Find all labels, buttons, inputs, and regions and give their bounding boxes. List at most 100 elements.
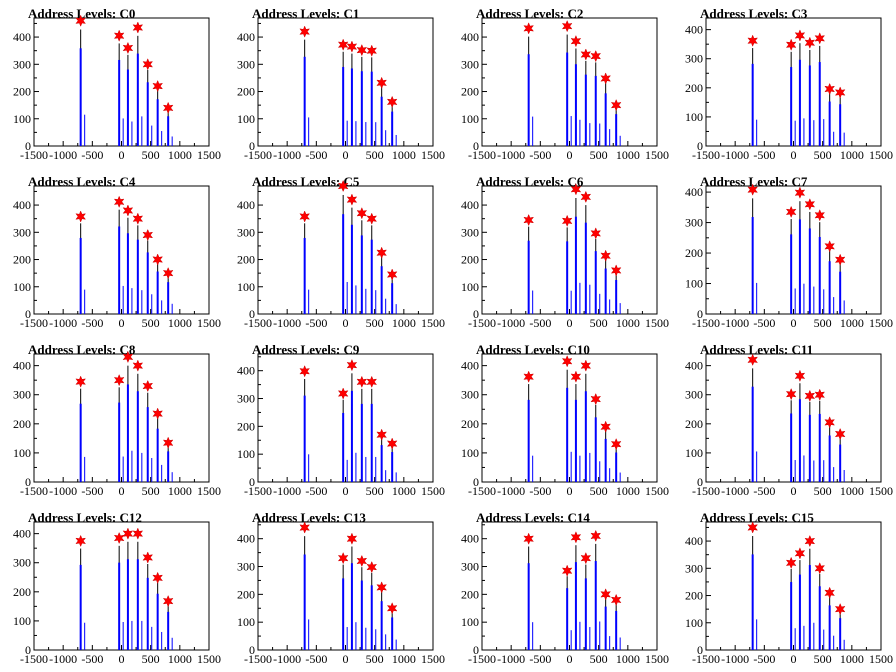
plot-frame [705, 185, 882, 315]
peak-marker [152, 571, 164, 585]
histogram-spike [615, 273, 621, 314]
x-tick-label: -1500 [468, 652, 496, 666]
peak-marker [376, 428, 388, 441]
x-tick-label: -1500 [244, 148, 272, 162]
histogram-spike [808, 548, 815, 650]
x-tick-label: -1000 [497, 652, 525, 666]
spike-fill [136, 391, 139, 482]
y-tick-label: 400 [461, 30, 479, 44]
histogram-plot: 0 100 200 300 400 -1500 -1000 -500 0 500 1000 1500 [237, 353, 445, 498]
histogram-plot: 0 100 200 300 400 -1500 -1000 -500 0 500 1000 1500 [237, 521, 445, 666]
y-tick-label: 200 [685, 81, 703, 95]
peak-marker [834, 427, 846, 441]
histogram-panel: Address Levels: C0 0 100 200 300 400 -1500 -100… [0, 0, 224, 168]
histogram-spike [146, 563, 153, 650]
histogram-plot: 0 100 200 300 400 -1500 -1000 -500 0 500 1000 1500 [13, 521, 221, 666]
x-tick-label: 1500 [645, 652, 669, 666]
x-tick-label: 500 [142, 652, 160, 666]
peak-marker [600, 72, 612, 85]
peak-marker [299, 25, 311, 38]
spike-fill [751, 554, 754, 650]
x-tick-label: 0 [791, 652, 797, 666]
y-tick-label: 0 [697, 475, 703, 489]
y-tick-label: 100 [461, 112, 479, 126]
y-tick-label: 200 [461, 85, 479, 99]
y-tick-label: 300 [13, 556, 31, 570]
histogram-spike [615, 446, 621, 482]
y-tick-label: 100 [461, 615, 479, 629]
histogram-spike [808, 401, 815, 482]
plot-frame [705, 521, 882, 651]
x-tick-label: -500 [753, 484, 775, 498]
panel-title: Address Levels: C2 [476, 6, 584, 21]
spike-fill [594, 75, 597, 146]
spike-fill [303, 56, 306, 146]
y-tick-label: 0 [473, 643, 479, 657]
x-tick-label: 0 [343, 148, 349, 162]
peak-marker [600, 420, 612, 433]
histogram-spike [303, 379, 310, 482]
spike-fill [808, 565, 811, 650]
y-tick-label: 400 [13, 198, 31, 212]
plot-frame [33, 185, 210, 315]
histogram-spike [604, 430, 611, 482]
peak-marker [356, 375, 368, 389]
panel-title: Address Levels: C7 [700, 174, 808, 189]
spike-fill [360, 403, 363, 482]
x-tick-label: -1500 [468, 148, 496, 162]
plot-frame [481, 521, 658, 651]
y-tick-label: 0 [25, 643, 31, 657]
spike-fill [79, 564, 82, 650]
plot-frame [33, 353, 210, 483]
x-tick-label: -1000 [497, 484, 525, 498]
peak-marker [122, 350, 134, 364]
x-tick-label: -500 [753, 316, 775, 330]
x-tick-label: -1500 [468, 316, 496, 330]
x-tick-label: 1000 [168, 652, 192, 666]
spike-fill [604, 93, 607, 146]
x-tick-label: -500 [81, 484, 103, 498]
peak-marker [814, 32, 826, 45]
peak-marker [346, 40, 358, 53]
x-tick-label: 500 [814, 316, 832, 330]
spike-fill [839, 104, 842, 146]
histogram-spike [828, 251, 835, 314]
peak-marker [814, 388, 826, 401]
peak-marker [570, 34, 582, 48]
peak-marker [142, 379, 154, 393]
spike-fill [615, 114, 618, 146]
y-tick-label: 200 [237, 587, 255, 601]
histogram-panel: Address Levels: C8 0 100 200 300 400 -1500 -100… [0, 336, 224, 504]
peak-marker [824, 82, 836, 96]
y-tick-label: 300 [237, 392, 255, 406]
y-tick-label: 0 [249, 475, 255, 489]
spike-fill [584, 391, 587, 482]
panel-title: Address Levels: C15 [700, 510, 814, 525]
y-tick-label: 0 [25, 139, 31, 153]
spike-fill [79, 403, 82, 482]
y-tick-label: 400 [13, 527, 31, 541]
peak-marker [600, 588, 612, 601]
x-tick-label: 0 [567, 316, 573, 330]
y-tick-label: 400 [237, 532, 255, 546]
peak-marker [75, 534, 87, 548]
y-tick-label: 100 [685, 446, 703, 460]
y-tick-label: 100 [685, 277, 703, 291]
histogram-panel: Address Levels: C5 0 100 200 300 400 -1500 -100… [224, 168, 448, 336]
x-tick-label: 1500 [197, 484, 221, 498]
y-tick-label: 0 [697, 139, 703, 153]
histogram-spike [146, 70, 153, 146]
x-tick-label: 1500 [197, 148, 221, 162]
y-tick-label: 200 [237, 85, 255, 99]
x-tick-label: 0 [567, 148, 573, 162]
y-tick-label: 200 [13, 253, 31, 267]
x-tick-label: -500 [753, 652, 775, 666]
peak-marker [590, 227, 602, 240]
spike-fill [167, 116, 170, 146]
histogram-spike [303, 536, 310, 650]
histogram-spike [350, 373, 357, 482]
spike-fill [126, 384, 129, 482]
peak-marker [162, 594, 174, 608]
panel-title: Address Levels: C1 [252, 6, 360, 21]
histogram-panel: Address Levels: C12 0 100 200 300 400 -1500 -10… [0, 504, 224, 672]
